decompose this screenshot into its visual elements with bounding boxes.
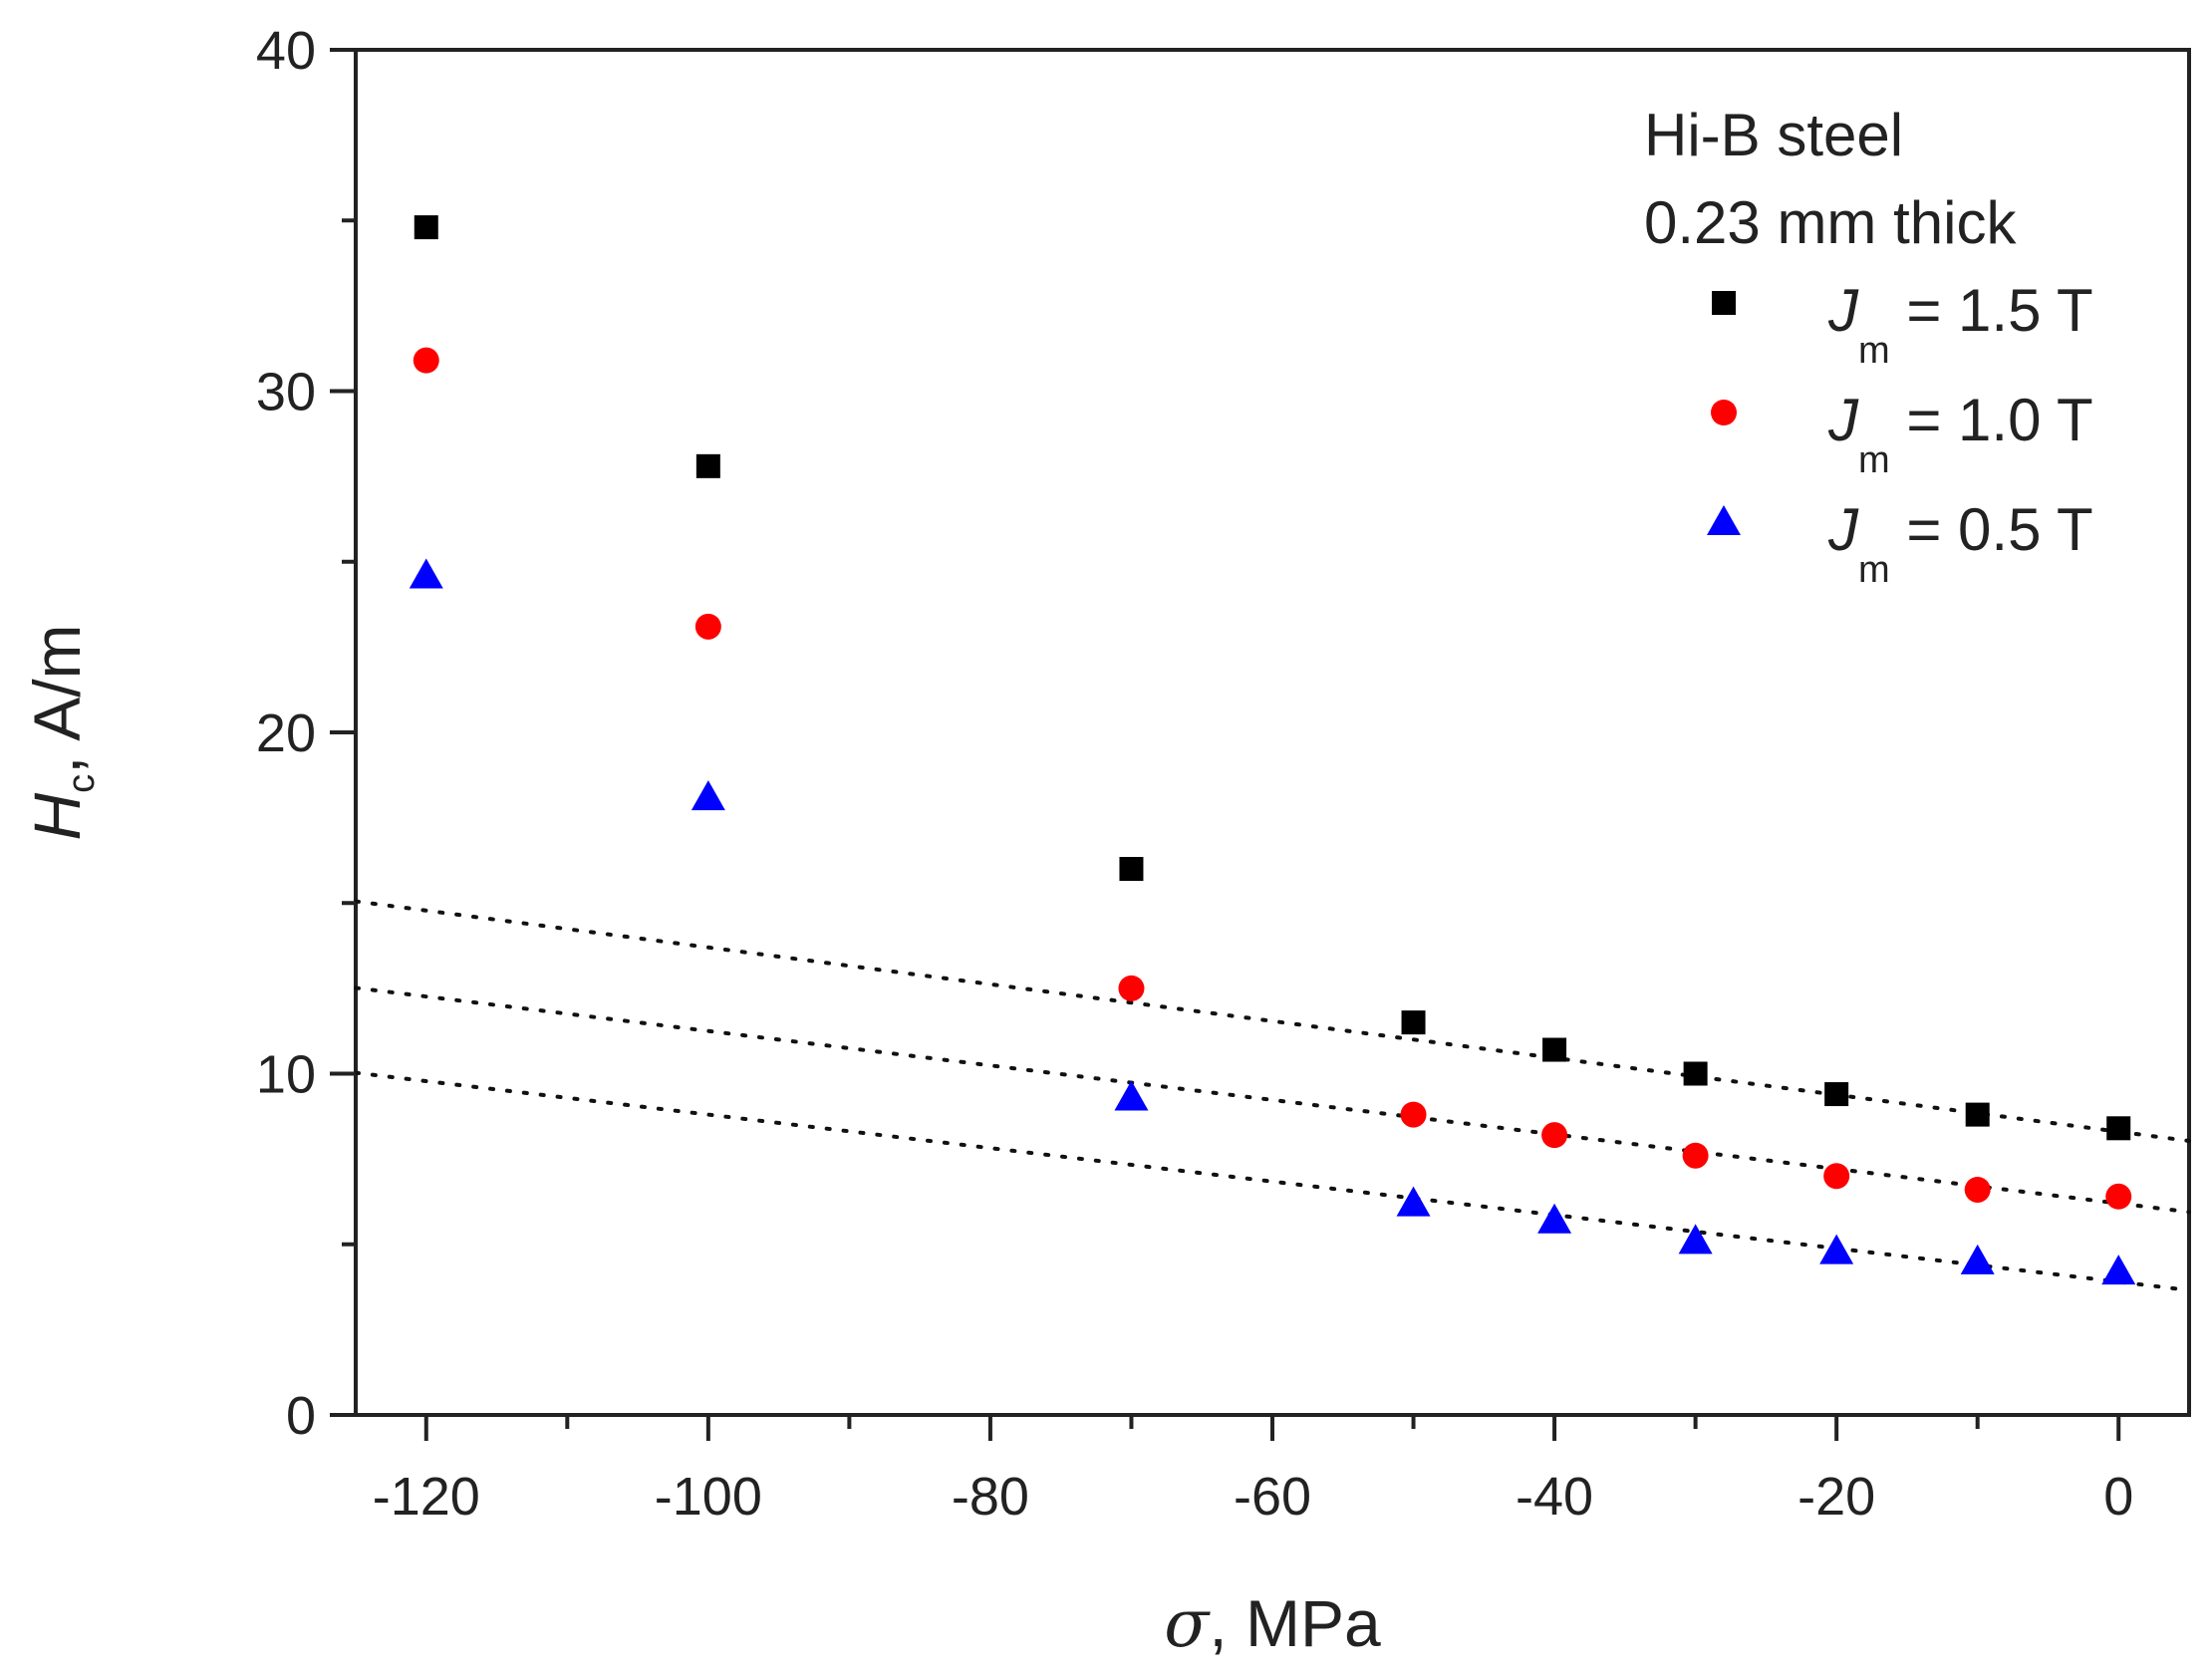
legend-label: Jm = 1.0 T bbox=[1827, 387, 2093, 481]
legend-label: Jm = 1.5 T bbox=[1827, 277, 2093, 372]
legend-item-2: Jm = 1.0 T bbox=[1711, 387, 2093, 481]
y-axis-label: Hc, A/m bbox=[20, 624, 103, 840]
plot-area bbox=[354, 48, 2191, 1417]
data-point-series-1 bbox=[2106, 1116, 2131, 1141]
trend-line-series-1 bbox=[354, 899, 2191, 1143]
data-point-series-1 bbox=[1119, 857, 1144, 881]
data-point-series-3 bbox=[1960, 1244, 1995, 1274]
trend-line-series-3 bbox=[354, 1070, 2191, 1292]
legend-label: Jm = 0.5 T bbox=[1827, 496, 2093, 591]
data-point-series-1 bbox=[1683, 1061, 1708, 1086]
data-point-series-2 bbox=[1118, 975, 1145, 1001]
y-tick-label: 20 bbox=[256, 703, 316, 763]
data-point-series-1 bbox=[1824, 1082, 1849, 1107]
y-tick-label: 40 bbox=[256, 21, 316, 81]
data-point-series-3 bbox=[2101, 1255, 2136, 1285]
data-point-series-1 bbox=[1965, 1102, 1990, 1127]
data-point-series-2 bbox=[1964, 1176, 1991, 1203]
annotation-line-1: Hi-B steel bbox=[1644, 102, 1903, 168]
x-tick-label: 0 bbox=[2103, 1467, 2133, 1527]
y-tick-label: 30 bbox=[256, 363, 316, 422]
x-tick-label: -100 bbox=[655, 1467, 762, 1527]
legend: Jm = 1.5 T Jm = 1.0 T Jm = 0.5 T bbox=[1707, 277, 2093, 591]
x-axis-ticks: -120 -100 -80 -60 -40 -20 0 bbox=[373, 1415, 2133, 1527]
legend-item-3: Jm = 0.5 T bbox=[1707, 496, 2093, 591]
data-point-series-2 bbox=[1541, 1122, 1568, 1149]
x-axis-label: σ, MPa bbox=[1164, 1585, 1381, 1662]
legend-marker-circle bbox=[1711, 400, 1737, 425]
data-point-series-2 bbox=[413, 347, 439, 374]
x-tick-label: -60 bbox=[1234, 1467, 1311, 1527]
y-axis-ticks: 0 10 20 30 40 bbox=[256, 21, 356, 1446]
x-tick-label: -120 bbox=[373, 1467, 480, 1527]
y-tick-label: 10 bbox=[256, 1045, 316, 1105]
data-point-series-3 bbox=[1114, 1080, 1149, 1111]
trend-line-series-2 bbox=[354, 985, 2191, 1215]
data-point-series-2 bbox=[1682, 1142, 1709, 1169]
data-point-series-2 bbox=[2105, 1183, 2132, 1210]
data-point-series-2 bbox=[1823, 1163, 1850, 1190]
data-point-series-1 bbox=[414, 215, 438, 240]
data-point-series-1 bbox=[695, 453, 720, 478]
trend-lines bbox=[354, 899, 2191, 1292]
data-point-series-1 bbox=[1401, 1010, 1426, 1035]
data-point-series-3 bbox=[691, 780, 725, 811]
data-point-series-1 bbox=[1542, 1037, 1567, 1062]
data-markers bbox=[409, 215, 2136, 1285]
annotation: Hi-B steel 0.23 mm thick bbox=[1644, 102, 2017, 256]
y-tick-label: 0 bbox=[286, 1386, 316, 1446]
data-point-series-2 bbox=[694, 613, 721, 640]
data-point-series-3 bbox=[1819, 1234, 1854, 1264]
legend-marker-square bbox=[1712, 291, 1736, 315]
data-point-series-3 bbox=[1396, 1186, 1431, 1217]
data-point-series-3 bbox=[1678, 1224, 1713, 1255]
annotation-line-2: 0.23 mm thick bbox=[1644, 189, 2017, 256]
x-tick-label: -80 bbox=[952, 1467, 1029, 1527]
x-tick-label: -20 bbox=[1797, 1467, 1875, 1527]
data-point-series-3 bbox=[409, 558, 443, 589]
data-point-series-3 bbox=[1537, 1203, 1572, 1234]
data-point-series-2 bbox=[1400, 1101, 1427, 1128]
legend-item-1: Jm = 1.5 T bbox=[1712, 277, 2093, 372]
x-tick-label: -40 bbox=[1516, 1467, 1593, 1527]
legend-marker-triangle bbox=[1707, 505, 1741, 535]
